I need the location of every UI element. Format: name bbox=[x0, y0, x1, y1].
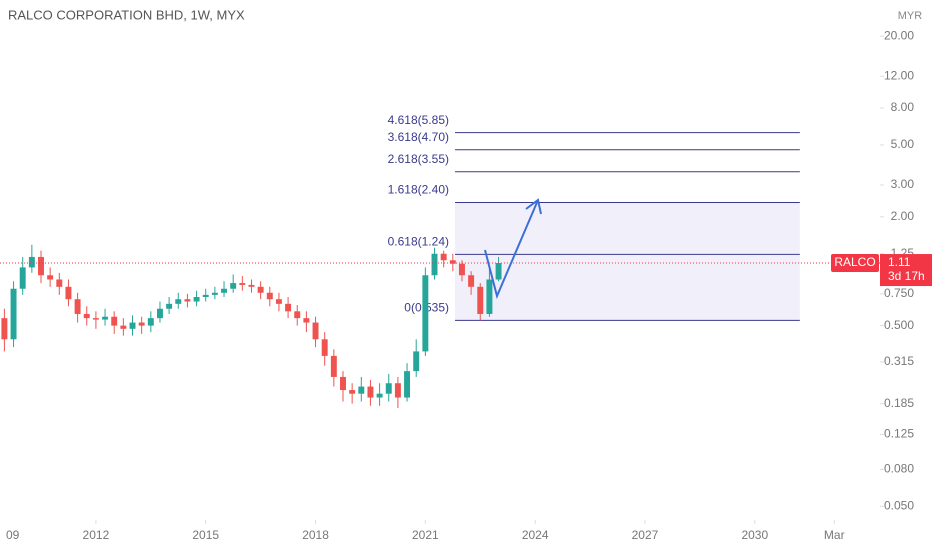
candle-body bbox=[431, 253, 438, 276]
candle-body bbox=[1, 318, 8, 340]
y-tick-label: 0.315 bbox=[884, 354, 914, 368]
candle-body bbox=[495, 263, 502, 280]
candle-body bbox=[74, 299, 81, 314]
x-tick-label: 2015 bbox=[192, 528, 219, 542]
candle-body bbox=[358, 386, 365, 394]
plot-area: 4.618(5.85) 3.618(4.70) 2.618(3.55) 1.618(2… bbox=[0, 113, 880, 409]
candle-body bbox=[376, 393, 383, 398]
candle-body bbox=[120, 325, 127, 329]
candle-body bbox=[230, 283, 237, 289]
candle-body bbox=[184, 299, 191, 302]
x-tick-label: Mar bbox=[824, 528, 845, 542]
candle-body bbox=[349, 390, 356, 394]
candle-body bbox=[202, 294, 209, 298]
x-tick-label: 2021 bbox=[412, 528, 439, 542]
candle-body bbox=[458, 263, 465, 276]
candle-body bbox=[166, 303, 173, 309]
y-tick-label: 0.750 bbox=[884, 286, 914, 300]
y-tick-label: 0.125 bbox=[884, 427, 914, 441]
last-price-label: 1.11 bbox=[888, 255, 911, 269]
candle-body bbox=[248, 284, 255, 287]
candle-body bbox=[422, 275, 429, 352]
y-tick-label: 0.050 bbox=[884, 498, 914, 512]
fib-label: 1.618(2.40) bbox=[388, 183, 449, 197]
candle-body bbox=[211, 292, 218, 295]
ticker-tag bbox=[831, 254, 879, 273]
candle-body bbox=[138, 322, 145, 326]
candle-body bbox=[321, 339, 328, 356]
candle-body bbox=[486, 279, 493, 314]
candle-body bbox=[38, 256, 44, 276]
candle-body bbox=[340, 376, 346, 391]
candle-body bbox=[221, 288, 228, 293]
candle-body bbox=[156, 308, 163, 319]
x-tick-label: 2012 bbox=[83, 528, 110, 542]
candle-body bbox=[394, 383, 401, 398]
candle-body bbox=[468, 275, 475, 287]
x-tick-label: 2027 bbox=[632, 528, 659, 542]
candle-body bbox=[47, 275, 54, 280]
y-tick-label: 12.00 bbox=[884, 68, 914, 82]
candle-body bbox=[294, 311, 301, 319]
candle-body bbox=[367, 386, 374, 398]
chart-title: RALCO CORPORATION BHD, 1W, MYX bbox=[8, 7, 245, 22]
candle-body bbox=[312, 322, 319, 340]
candle-body bbox=[266, 292, 273, 300]
candle-body bbox=[275, 299, 282, 304]
x-tick-label: 2024 bbox=[522, 528, 549, 542]
candle-body bbox=[303, 318, 310, 323]
candle-body bbox=[385, 383, 392, 394]
x-tick-label: 09 bbox=[6, 528, 20, 542]
candle-body bbox=[330, 355, 337, 377]
ticker-label: RALCO bbox=[834, 255, 875, 269]
y-tick-label: 8.00 bbox=[891, 100, 915, 114]
candle-body bbox=[449, 260, 456, 264]
candle-body bbox=[102, 316, 109, 320]
candle-body bbox=[285, 303, 292, 312]
candle-body bbox=[92, 318, 99, 320]
candle-body bbox=[193, 297, 200, 302]
y-tick-label: 20.00 bbox=[884, 28, 914, 42]
candle-body bbox=[129, 322, 136, 329]
y-tick-label: 0.080 bbox=[884, 462, 914, 476]
y-tick-label: 0.185 bbox=[884, 396, 914, 410]
fib-label: 0.618(1.24) bbox=[388, 235, 449, 249]
candle-body bbox=[175, 299, 182, 304]
y-tick-label: 5.00 bbox=[891, 137, 915, 151]
y-tick-label: 2.00 bbox=[891, 209, 915, 223]
currency: MYR bbox=[898, 10, 923, 22]
candle-body bbox=[404, 371, 411, 398]
candle-body bbox=[56, 279, 63, 287]
candle-body bbox=[413, 351, 420, 372]
candle-body bbox=[257, 286, 264, 293]
y-tick-label: 3.00 bbox=[891, 177, 915, 191]
arrow-head bbox=[525, 198, 542, 215]
fib-label: 4.618(5.85) bbox=[388, 113, 449, 127]
candle-body bbox=[239, 283, 246, 285]
candle-body bbox=[83, 313, 90, 319]
x-tick-label: 2018 bbox=[302, 528, 329, 542]
candle-body bbox=[28, 256, 35, 268]
candle-body bbox=[65, 286, 72, 300]
fib-label: 3.618(4.70) bbox=[388, 130, 449, 144]
y-tick-label: 0.500 bbox=[884, 318, 914, 332]
price-tag bbox=[880, 254, 932, 287]
candle-body bbox=[477, 286, 484, 314]
fib-zone bbox=[455, 202, 800, 321]
candle-body bbox=[10, 288, 17, 340]
candle-body bbox=[440, 253, 447, 261]
fib-label: 2.618(3.55) bbox=[388, 152, 449, 166]
x-tick-label: 2030 bbox=[741, 528, 768, 542]
candle-body bbox=[147, 318, 154, 326]
drawn-arrow bbox=[484, 199, 539, 300]
candle-body bbox=[19, 267, 26, 289]
candle-body bbox=[111, 316, 118, 326]
countdown-label: 3d 17h bbox=[888, 269, 925, 283]
